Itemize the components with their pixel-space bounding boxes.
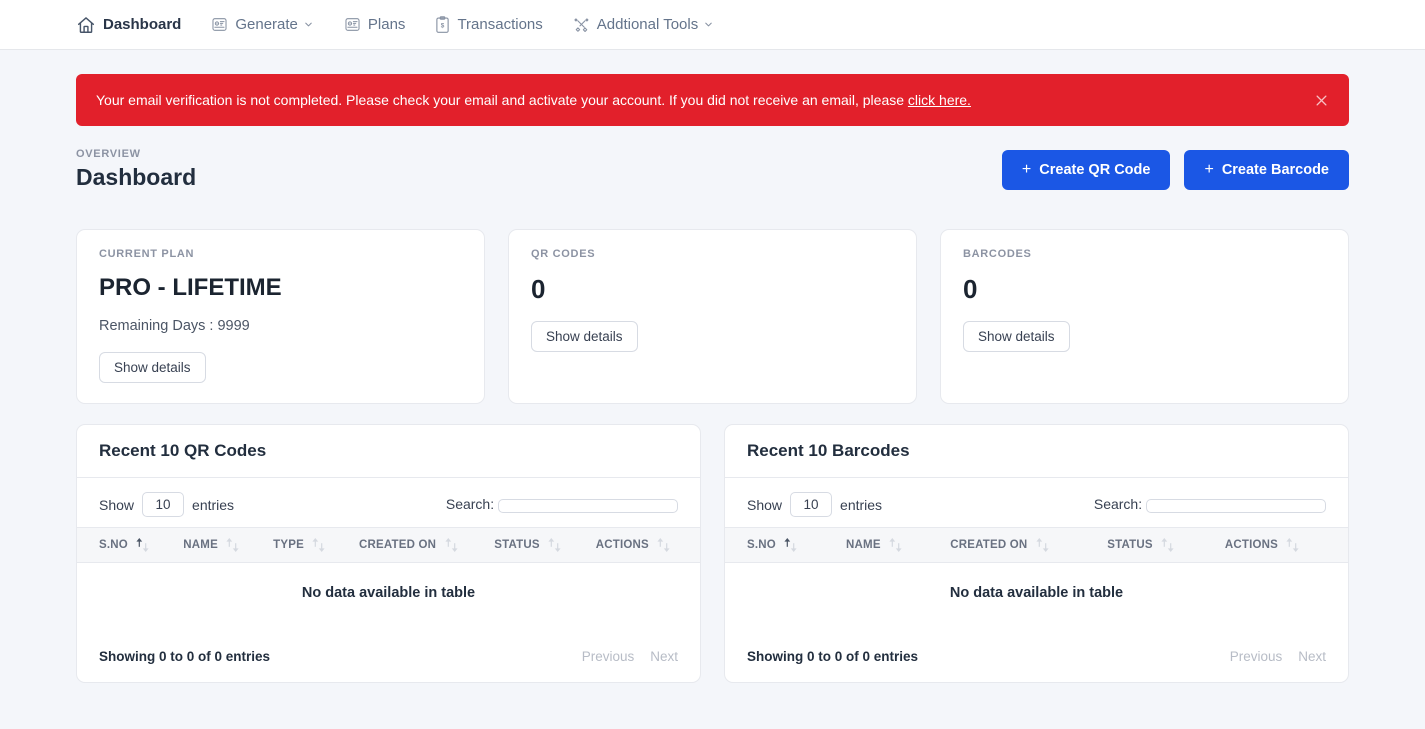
svg-text:$: $ [441,22,445,29]
